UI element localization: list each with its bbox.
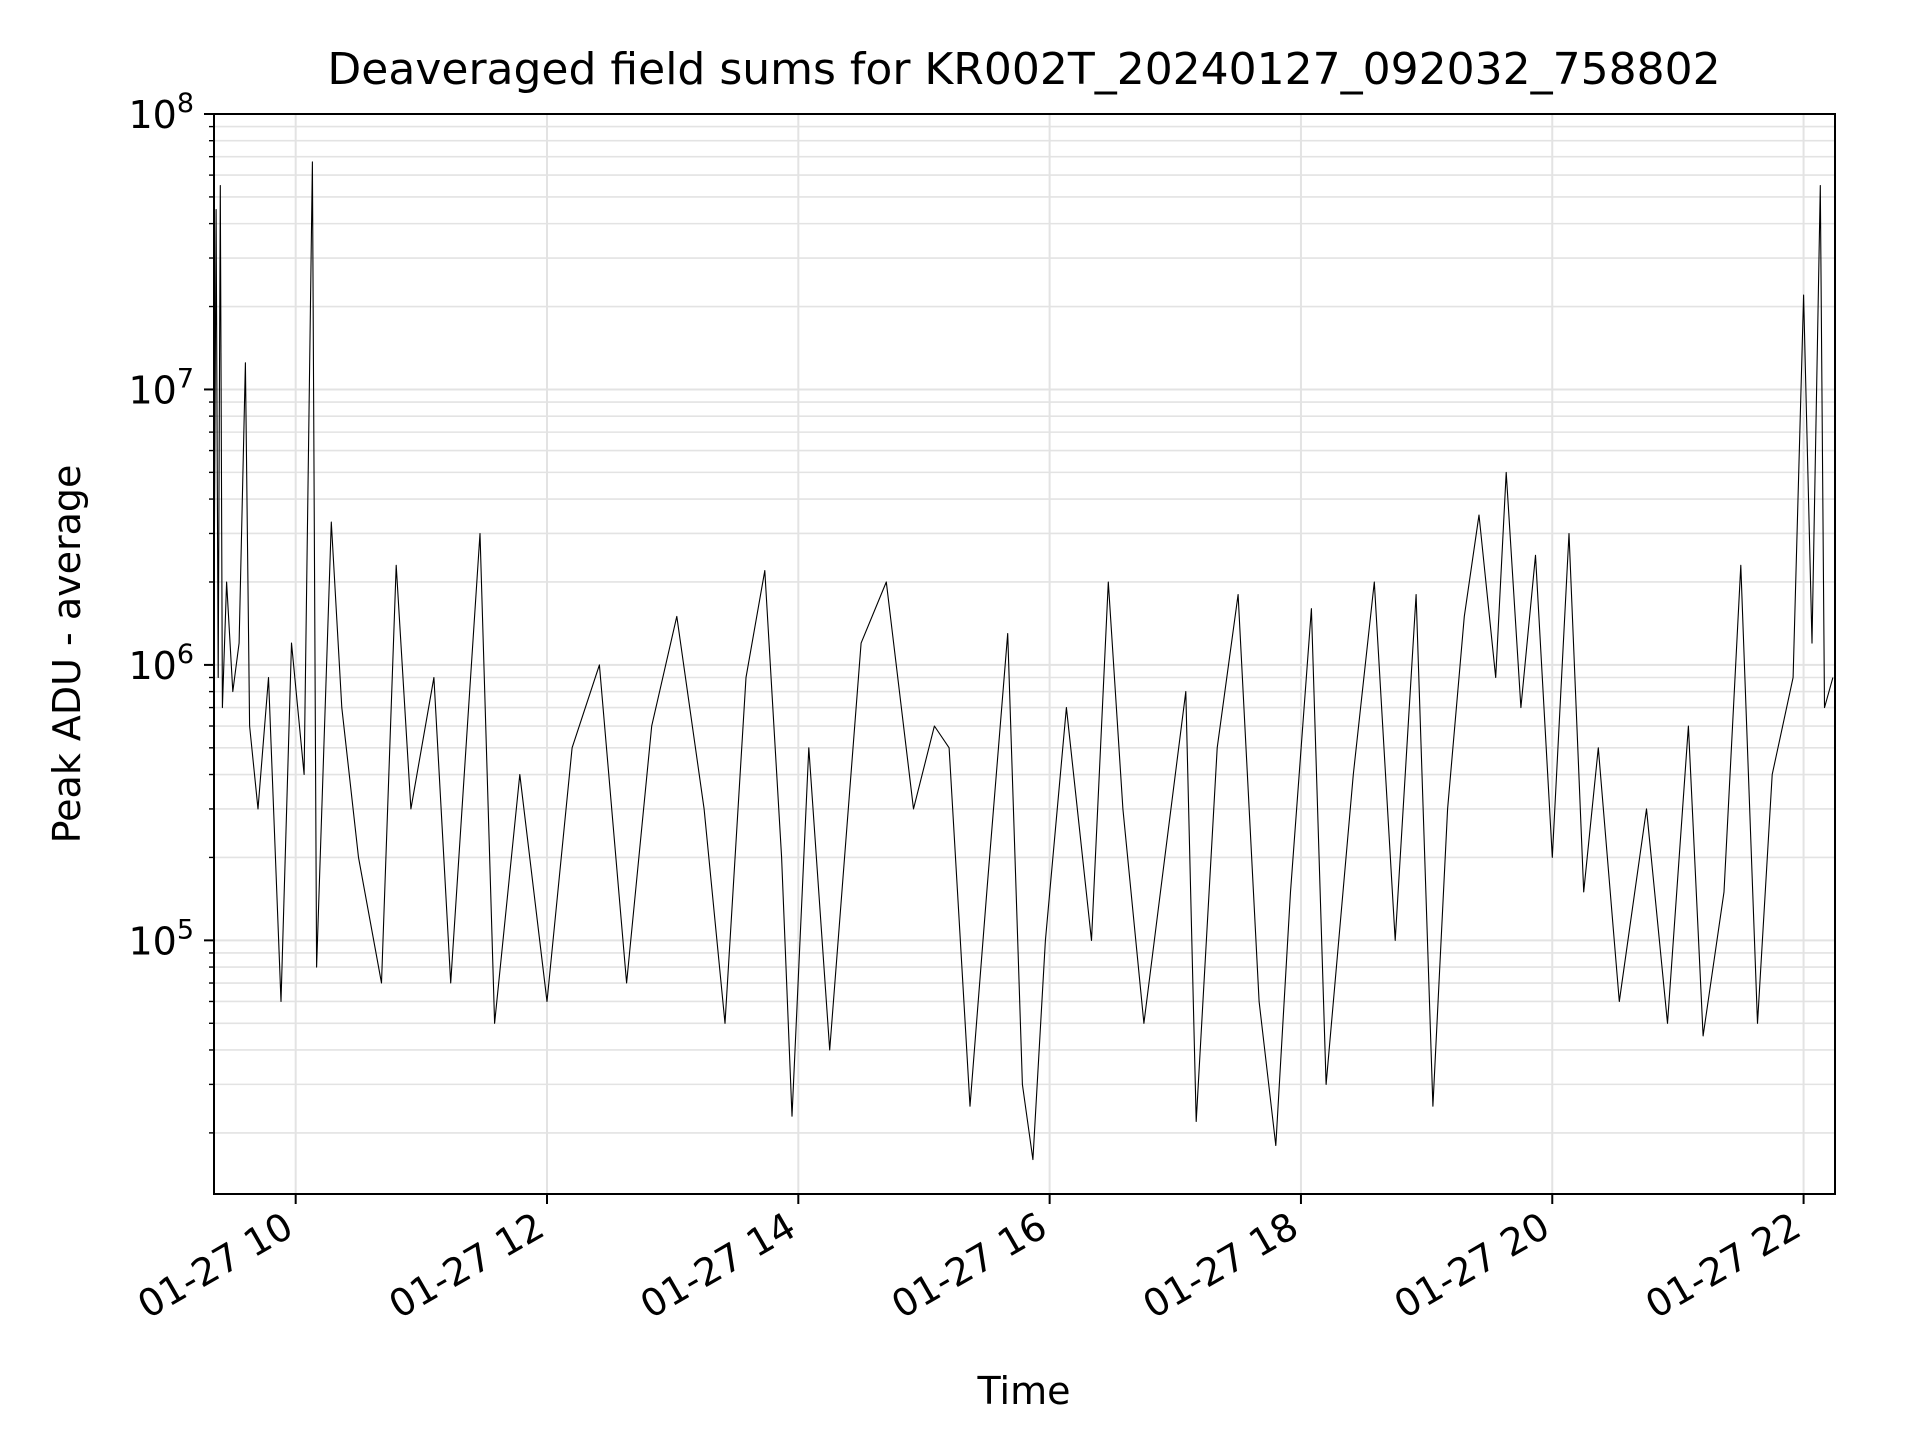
x-axis-label: Time	[977, 1369, 1071, 1413]
y-tick-label: 106	[128, 639, 194, 688]
y-axis-label: Peak ADU - average	[45, 465, 89, 844]
series-line	[214, 161, 1834, 1161]
plot-frame	[213, 113, 1836, 1195]
chart-title: Deaveraged field sums for KR002T_2024012…	[327, 44, 1720, 95]
y-tick-label: 105	[128, 914, 194, 963]
y-tick-label: 108	[128, 88, 194, 137]
y-axis: 105 106 107 108	[128, 88, 214, 1134]
plot-area	[214, 161, 1834, 1161]
y-tick-label: 107	[128, 363, 194, 412]
